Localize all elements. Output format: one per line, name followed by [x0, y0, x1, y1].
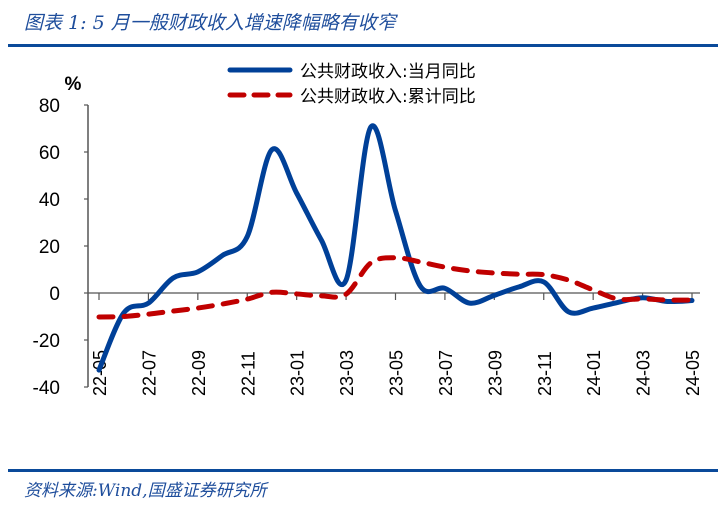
- x-tick-label: 22-09: [189, 350, 209, 396]
- x-tick-label: 23-07: [436, 350, 456, 396]
- series-line-1: [96, 123, 695, 373]
- title-divider: [8, 44, 718, 47]
- y-tick-label: 40: [39, 190, 60, 211]
- y-tick-label: 20: [39, 237, 60, 258]
- series-lines: [96, 123, 695, 373]
- x-tick-label: 23-03: [337, 350, 357, 396]
- source-note: 资料来源:Wind,国盛证券研究所: [24, 481, 267, 501]
- x-tick-label: 24-03: [634, 350, 654, 396]
- legend-label: 公共财政收入:当月同比: [300, 62, 476, 82]
- x-tick-label: 23-09: [485, 350, 505, 396]
- y-tick-label: -40: [33, 378, 60, 399]
- x-tick-label: 24-05: [683, 350, 703, 396]
- source-divider: [8, 469, 718, 472]
- line-chart: 80 60 40 20 0 -20 -40% 22-05 22-07 22-09 22-11 23-0…: [33, 62, 703, 399]
- x-tick-label: 23-11: [535, 351, 555, 396]
- y-tick-label: 0: [49, 284, 60, 305]
- x-tick-label: 23-01: [288, 350, 308, 396]
- y-tick-label: -20: [33, 331, 60, 352]
- x-tick-label: 22-11: [238, 351, 258, 396]
- axes: 80 60 40 20 0 -20 -40% 22-05 22-07 22-09 22-11 23-0…: [33, 74, 703, 399]
- legend-label: 公共财政收入:累计同比: [300, 87, 476, 107]
- x-tick-label: 22-07: [139, 350, 159, 396]
- y-tick-label: 80: [39, 96, 60, 117]
- y-tick-label: 60: [39, 143, 60, 164]
- y-unit-label: %: [65, 74, 82, 95]
- x-tick-label: 22-05: [90, 350, 110, 396]
- series-line-2: [96, 255, 695, 320]
- x-tick-label: 24-01: [584, 350, 604, 396]
- chart-title: 图表 1: 5 月一般财政收入增速降幅略有收窄: [24, 12, 396, 34]
- x-tick-label: 23-05: [387, 350, 407, 396]
